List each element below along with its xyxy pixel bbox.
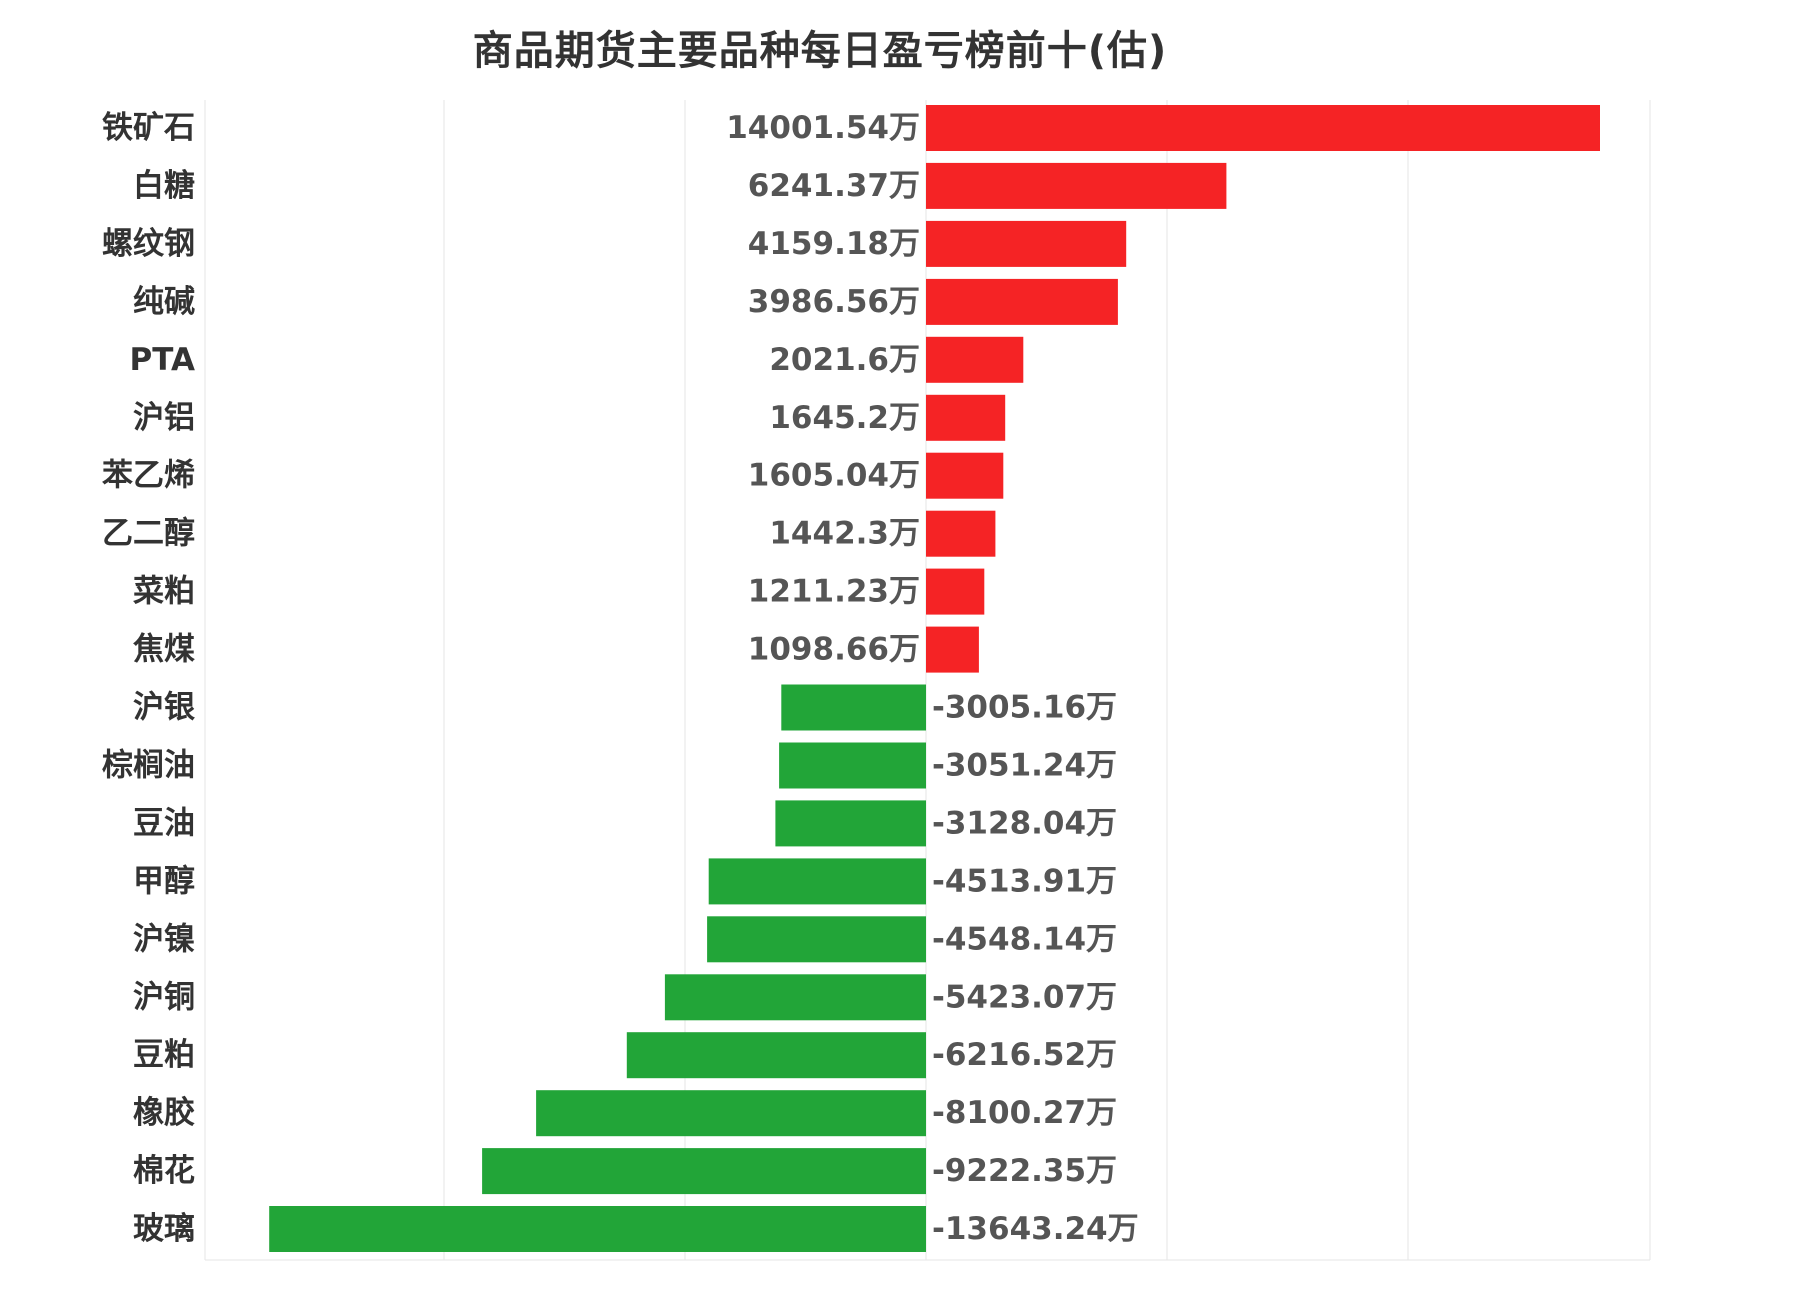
value-label: -3128.04万 — [932, 805, 1117, 841]
bar-14 — [708, 858, 926, 905]
value-label: -4513.91万 — [932, 863, 1117, 899]
grid-lines — [204, 100, 1651, 1261]
category-label: 甲醇 — [133, 863, 195, 899]
bar-9 — [926, 568, 985, 615]
value-label: -8100.27万 — [932, 1095, 1117, 1131]
bar-18 — [536, 1090, 926, 1137]
category-label: PTA — [130, 342, 195, 378]
bar-10 — [926, 626, 979, 673]
value-label: -13643.24万 — [932, 1211, 1139, 1247]
bar-3 — [926, 220, 1127, 267]
category-label: 纯碱 — [133, 284, 195, 320]
category-label: 沪镍 — [133, 921, 195, 957]
category-label: 沪铜 — [133, 979, 195, 1015]
category-label: 焦煤 — [133, 632, 195, 668]
value-label: 6241.37万 — [748, 168, 920, 204]
bar-2 — [926, 162, 1227, 209]
bar-7 — [926, 452, 1004, 499]
value-label: 14001.54万 — [726, 110, 920, 146]
value-label: 3986.56万 — [748, 284, 920, 320]
bar-5 — [926, 336, 1024, 383]
category-label: 豆油 — [133, 805, 195, 841]
value-label: -4548.14万 — [932, 921, 1117, 957]
value-label: -6216.52万 — [932, 1037, 1117, 1073]
value-label: 1645.2万 — [769, 400, 920, 436]
category-label: 乙二醇 — [102, 516, 195, 552]
value-label: -9222.35万 — [932, 1153, 1117, 1189]
category-label: 豆粕 — [133, 1037, 195, 1073]
bar-1 — [926, 105, 1600, 151]
bar-19 — [482, 1148, 926, 1195]
bar-11 — [781, 684, 926, 731]
category-label: 白糖 — [133, 168, 195, 204]
bar-16 — [664, 974, 926, 1021]
value-label: 2021.6万 — [769, 342, 920, 378]
category-label: 橡胶 — [133, 1095, 195, 1131]
category-label: 棕榈油 — [102, 747, 195, 783]
bar-12 — [779, 742, 926, 789]
value-label: -5423.07万 — [932, 979, 1117, 1015]
category-label: 苯乙烯 — [102, 458, 195, 494]
category-label: 沪银 — [133, 690, 195, 726]
bar-4 — [926, 278, 1118, 325]
value-label: 4159.18万 — [748, 226, 920, 262]
category-label: 玻璃 — [133, 1211, 195, 1247]
bar-15 — [707, 916, 926, 963]
bar-8 — [926, 510, 996, 557]
bar-17 — [626, 1032, 926, 1079]
bar-6 — [926, 394, 1006, 441]
category-label: 菜粕 — [133, 574, 195, 610]
bars — [269, 105, 1600, 1252]
category-label: 棉花 — [133, 1153, 195, 1189]
category-label: 铁矿石 — [102, 110, 195, 146]
category-label: 螺纹钢 — [102, 226, 195, 262]
chart-title: 商品期货主要品种每日盈亏榜前十(估) — [472, 28, 1168, 74]
value-label: -3005.16万 — [932, 690, 1117, 726]
value-label: 1605.04万 — [748, 458, 920, 494]
value-label: 1098.66万 — [748, 632, 920, 668]
value-label: 1442.3万 — [769, 516, 920, 552]
bar-20 — [269, 1206, 926, 1252]
category-label: 沪铝 — [133, 400, 195, 436]
bar-13 — [775, 800, 926, 847]
value-label: -3051.24万 — [932, 747, 1117, 783]
value-label: 1211.23万 — [748, 574, 920, 610]
